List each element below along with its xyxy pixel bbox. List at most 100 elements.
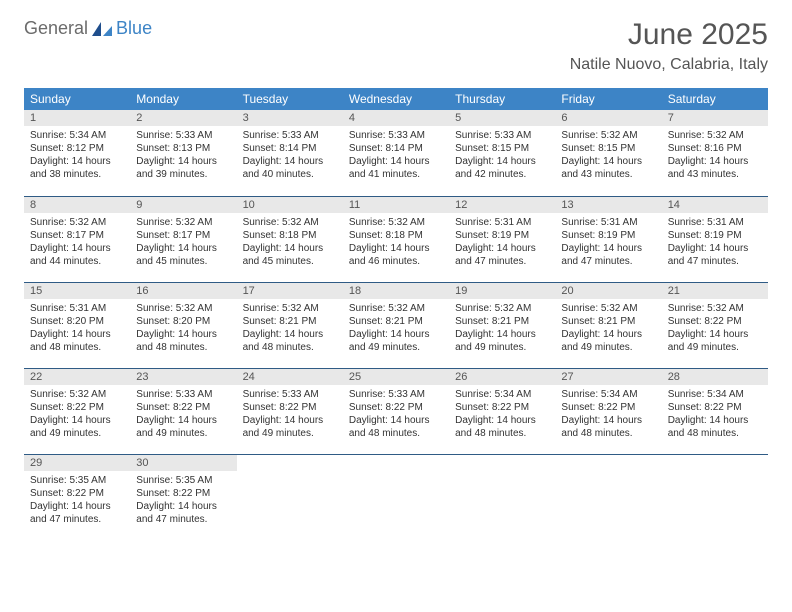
calendar-cell: 30Sunrise: 5:35 AMSunset: 8:22 PMDayligh…	[130, 454, 236, 540]
calendar-cell: 22Sunrise: 5:32 AMSunset: 8:22 PMDayligh…	[24, 368, 130, 454]
day-details: Sunrise: 5:32 AMSunset: 8:16 PMDaylight:…	[662, 126, 768, 185]
sunrise-line: Sunrise: 5:33 AM	[349, 388, 443, 401]
calendar-week-row: 29Sunrise: 5:35 AMSunset: 8:22 PMDayligh…	[24, 454, 768, 540]
calendar-cell: 24Sunrise: 5:33 AMSunset: 8:22 PMDayligh…	[237, 368, 343, 454]
weekday-friday: Friday	[555, 88, 661, 110]
daylight-line: Daylight: 14 hours and 42 minutes.	[455, 155, 549, 181]
daylight-line: Daylight: 14 hours and 49 minutes.	[668, 328, 762, 354]
sunset-line: Sunset: 8:19 PM	[455, 229, 549, 242]
calendar-cell: 29Sunrise: 5:35 AMSunset: 8:22 PMDayligh…	[24, 454, 130, 540]
sunset-line: Sunset: 8:22 PM	[30, 401, 124, 414]
day-details: Sunrise: 5:33 AMSunset: 8:14 PMDaylight:…	[343, 126, 449, 185]
daylight-line: Daylight: 14 hours and 49 minutes.	[243, 414, 337, 440]
sunset-line: Sunset: 8:20 PM	[136, 315, 230, 328]
calendar-cell: 9Sunrise: 5:32 AMSunset: 8:17 PMDaylight…	[130, 196, 236, 282]
sunrise-line: Sunrise: 5:32 AM	[668, 129, 762, 142]
logo: General Blue	[24, 18, 152, 39]
sunrise-line: Sunrise: 5:32 AM	[136, 302, 230, 315]
daylight-line: Daylight: 14 hours and 49 minutes.	[136, 414, 230, 440]
sunrise-line: Sunrise: 5:32 AM	[243, 302, 337, 315]
weekday-wednesday: Wednesday	[343, 88, 449, 110]
daylight-line: Daylight: 14 hours and 43 minutes.	[561, 155, 655, 181]
daylight-line: Daylight: 14 hours and 45 minutes.	[136, 242, 230, 268]
day-details: Sunrise: 5:33 AMSunset: 8:15 PMDaylight:…	[449, 126, 555, 185]
day-details: Sunrise: 5:34 AMSunset: 8:12 PMDaylight:…	[24, 126, 130, 185]
sunset-line: Sunset: 8:18 PM	[349, 229, 443, 242]
day-number: 18	[343, 283, 449, 299]
day-details: Sunrise: 5:32 AMSunset: 8:18 PMDaylight:…	[343, 213, 449, 272]
daylight-line: Daylight: 14 hours and 48 minutes.	[668, 414, 762, 440]
calendar-week-row: 22Sunrise: 5:32 AMSunset: 8:22 PMDayligh…	[24, 368, 768, 454]
sunrise-line: Sunrise: 5:32 AM	[561, 129, 655, 142]
sunset-line: Sunset: 8:22 PM	[455, 401, 549, 414]
sunrise-line: Sunrise: 5:31 AM	[30, 302, 124, 315]
sunrise-line: Sunrise: 5:33 AM	[349, 129, 443, 142]
calendar-cell: 28Sunrise: 5:34 AMSunset: 8:22 PMDayligh…	[662, 368, 768, 454]
day-number: 23	[130, 369, 236, 385]
day-details: Sunrise: 5:32 AMSunset: 8:21 PMDaylight:…	[449, 299, 555, 358]
day-details: Sunrise: 5:32 AMSunset: 8:17 PMDaylight:…	[24, 213, 130, 272]
daylight-line: Daylight: 14 hours and 49 minutes.	[30, 414, 124, 440]
sunrise-line: Sunrise: 5:35 AM	[30, 474, 124, 487]
sunrise-line: Sunrise: 5:31 AM	[455, 216, 549, 229]
sunrise-line: Sunrise: 5:34 AM	[561, 388, 655, 401]
header: General Blue June 2025 Natile Nuovo, Cal…	[0, 0, 792, 80]
day-details: Sunrise: 5:34 AMSunset: 8:22 PMDaylight:…	[662, 385, 768, 444]
logo-sail-icon	[92, 22, 112, 36]
weekday-tuesday: Tuesday	[237, 88, 343, 110]
day-details: Sunrise: 5:35 AMSunset: 8:22 PMDaylight:…	[24, 471, 130, 530]
day-details: Sunrise: 5:32 AMSunset: 8:21 PMDaylight:…	[237, 299, 343, 358]
day-number: 13	[555, 197, 661, 213]
calendar-cell: 3Sunrise: 5:33 AMSunset: 8:14 PMDaylight…	[237, 110, 343, 196]
calendar-cell: 27Sunrise: 5:34 AMSunset: 8:22 PMDayligh…	[555, 368, 661, 454]
sunset-line: Sunset: 8:19 PM	[561, 229, 655, 242]
day-number: 17	[237, 283, 343, 299]
day-details: Sunrise: 5:33 AMSunset: 8:22 PMDaylight:…	[343, 385, 449, 444]
calendar-cell: 17Sunrise: 5:32 AMSunset: 8:21 PMDayligh…	[237, 282, 343, 368]
calendar-cell: 23Sunrise: 5:33 AMSunset: 8:22 PMDayligh…	[130, 368, 236, 454]
location: Natile Nuovo, Calabria, Italy	[570, 56, 768, 74]
sunset-line: Sunset: 8:15 PM	[455, 142, 549, 155]
day-details: Sunrise: 5:32 AMSunset: 8:15 PMDaylight:…	[555, 126, 661, 185]
calendar-week-row: 8Sunrise: 5:32 AMSunset: 8:17 PMDaylight…	[24, 196, 768, 282]
day-number: 5	[449, 110, 555, 126]
day-details: Sunrise: 5:31 AMSunset: 8:19 PMDaylight:…	[662, 213, 768, 272]
daylight-line: Daylight: 14 hours and 38 minutes.	[30, 155, 124, 181]
sunrise-line: Sunrise: 5:31 AM	[561, 216, 655, 229]
day-number: 22	[24, 369, 130, 385]
sunset-line: Sunset: 8:22 PM	[561, 401, 655, 414]
sunrise-line: Sunrise: 5:31 AM	[668, 216, 762, 229]
daylight-line: Daylight: 14 hours and 43 minutes.	[668, 155, 762, 181]
calendar-cell: 7Sunrise: 5:32 AMSunset: 8:16 PMDaylight…	[662, 110, 768, 196]
sunrise-line: Sunrise: 5:33 AM	[136, 129, 230, 142]
daylight-line: Daylight: 14 hours and 47 minutes.	[561, 242, 655, 268]
calendar-cell: 15Sunrise: 5:31 AMSunset: 8:20 PMDayligh…	[24, 282, 130, 368]
sunset-line: Sunset: 8:16 PM	[668, 142, 762, 155]
day-details: Sunrise: 5:34 AMSunset: 8:22 PMDaylight:…	[449, 385, 555, 444]
day-details: Sunrise: 5:33 AMSunset: 8:14 PMDaylight:…	[237, 126, 343, 185]
daylight-line: Daylight: 14 hours and 49 minutes.	[455, 328, 549, 354]
weekday-sunday: Sunday	[24, 88, 130, 110]
calendar-cell	[662, 454, 768, 540]
calendar-cell: 5Sunrise: 5:33 AMSunset: 8:15 PMDaylight…	[449, 110, 555, 196]
sunrise-line: Sunrise: 5:32 AM	[243, 216, 337, 229]
day-details: Sunrise: 5:33 AMSunset: 8:22 PMDaylight:…	[130, 385, 236, 444]
sunset-line: Sunset: 8:15 PM	[561, 142, 655, 155]
sunset-line: Sunset: 8:22 PM	[349, 401, 443, 414]
calendar-cell: 8Sunrise: 5:32 AMSunset: 8:17 PMDaylight…	[24, 196, 130, 282]
sunrise-line: Sunrise: 5:32 AM	[455, 302, 549, 315]
sunrise-line: Sunrise: 5:33 AM	[243, 388, 337, 401]
calendar-cell: 13 Sunrise: 5:31 AMSunset: 8:19 PMDayligh…	[555, 196, 661, 282]
day-number: 4	[343, 110, 449, 126]
calendar-cell: 19Sunrise: 5:32 AMSunset: 8:21 PMDayligh…	[449, 282, 555, 368]
day-number: 2	[130, 110, 236, 126]
sunset-line: Sunset: 8:18 PM	[243, 229, 337, 242]
day-number: 21	[662, 283, 768, 299]
daylight-line: Daylight: 14 hours and 47 minutes.	[668, 242, 762, 268]
day-number: 20	[555, 283, 661, 299]
month-title: June 2025	[570, 18, 768, 52]
day-number: 26	[449, 369, 555, 385]
daylight-line: Daylight: 14 hours and 48 minutes.	[349, 414, 443, 440]
calendar-cell: 6Sunrise: 5:32 AMSunset: 8:15 PMDaylight…	[555, 110, 661, 196]
day-number: 6	[555, 110, 661, 126]
